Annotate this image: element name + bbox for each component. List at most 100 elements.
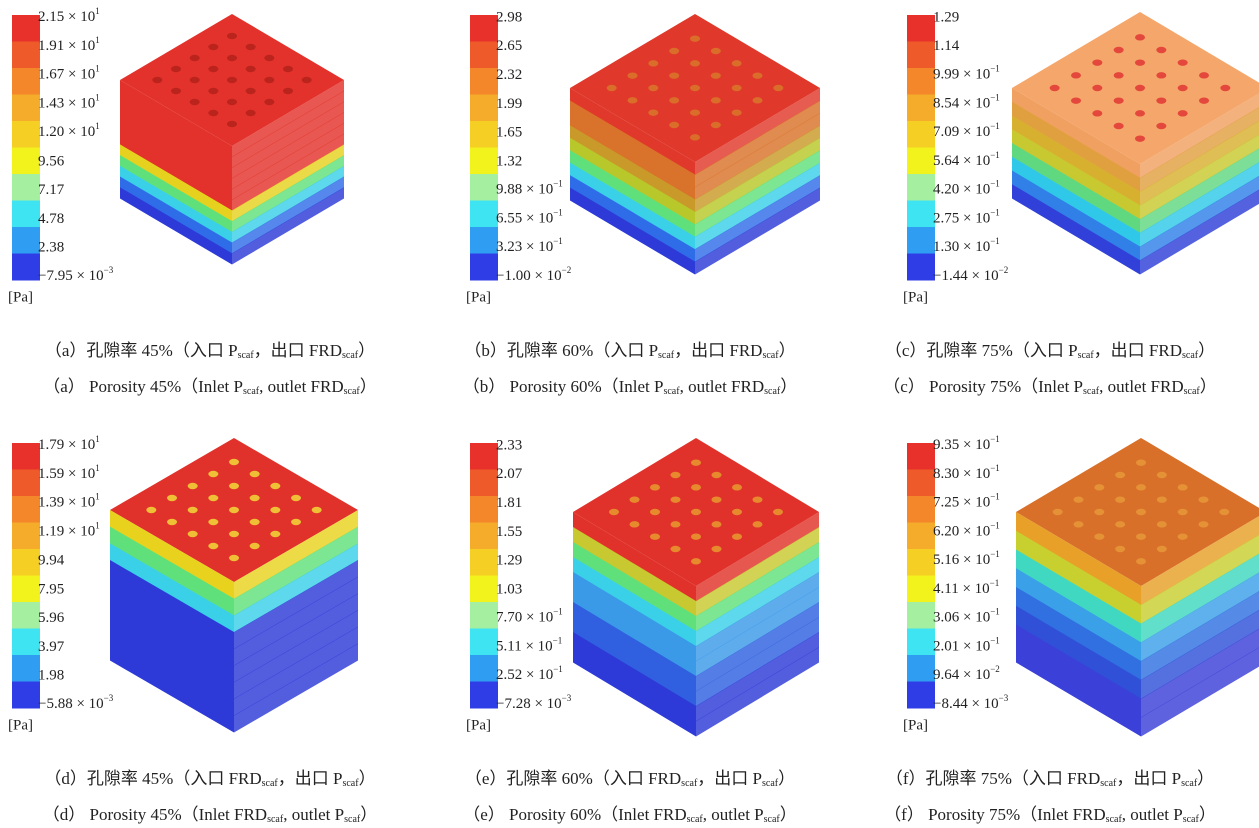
pore: [711, 496, 722, 503]
label-exponent: −1: [990, 64, 1000, 74]
legend-label: 8.30 × 10−1: [933, 463, 1000, 482]
cube-right-band: [695, 175, 820, 263]
cube-left-band: [1012, 143, 1140, 234]
caption-part: （d）孔隙率 45%（入口 FRD: [44, 769, 261, 788]
legend-swatch: [907, 94, 935, 122]
cube-left-band: [120, 133, 232, 211]
pore: [311, 506, 322, 514]
pore: [710, 72, 721, 79]
caption: （e）孔隙率 60%（入口 FRDscaf，出口 Pscaf）: [465, 769, 795, 789]
pore: [208, 494, 219, 502]
pore: [732, 508, 742, 516]
pore: [187, 506, 198, 514]
legend-swatch: [12, 253, 40, 281]
cube-left-band: [1012, 101, 1140, 192]
pore: [1177, 110, 1188, 117]
pore: [691, 484, 701, 491]
label-exponent: −1: [990, 92, 1000, 102]
legend-swatch: [470, 443, 498, 470]
legend-swatch: [907, 174, 935, 201]
pore: [1115, 496, 1126, 503]
cube-left-band: [120, 165, 232, 244]
legend-label: 1.79 × 101: [38, 434, 100, 453]
legend-label: 2.52 × 10−1: [496, 664, 563, 683]
legend-swatch: [907, 253, 935, 281]
pore: [710, 97, 721, 104]
legend-swatch: [12, 147, 40, 175]
caption-part: , outlet P: [283, 805, 344, 824]
pore: [1135, 135, 1145, 142]
label-exponent: 1: [95, 492, 100, 502]
pore: [1156, 496, 1167, 503]
cube-left-band: [120, 122, 232, 201]
pore: [691, 533, 701, 540]
legend-label: 9.35 × 10−1: [933, 434, 1000, 453]
label-base: 1.43 × 10: [38, 96, 95, 112]
label-base: −1.44 × 10: [933, 268, 999, 284]
caption-part: , outlet P: [1122, 805, 1183, 824]
caption: （f） Porosity 75%（Inlet FRD scaf, outlet P…: [884, 805, 1216, 825]
cube-right-band: [232, 80, 344, 158]
legend-label: 7.17: [38, 182, 65, 198]
legend-swatch: [12, 41, 40, 69]
label-base: 1.67 × 10: [38, 67, 95, 83]
cube-right-band: [1140, 107, 1259, 192]
legend-label: −1.44 × 10−2: [933, 265, 1008, 284]
legend-swatch: [12, 522, 40, 550]
pore: [1113, 97, 1124, 104]
cube-right-band: [695, 187, 820, 275]
cube-left-band: [1016, 568, 1141, 662]
subscript: scaf: [1183, 814, 1200, 825]
pore: [1113, 46, 1124, 54]
legend-label: −1.00 × 10−2: [496, 265, 571, 284]
caption-part: （c） Porosity 75%（Inlet P: [883, 377, 1083, 396]
caption-part: , outlet FRD: [259, 377, 344, 396]
pore: [1113, 122, 1124, 130]
cube-right-band: [696, 527, 819, 617]
subscript: scaf: [764, 386, 781, 397]
label-exponent: −1: [553, 179, 563, 189]
label-base: 1.91 × 10: [38, 38, 95, 54]
pore: [301, 76, 312, 84]
pore: [270, 506, 281, 514]
caption-part: （d） Porosity 45%（Inlet FRD: [43, 805, 267, 824]
legend-swatch: [470, 68, 498, 95]
pore: [1156, 72, 1167, 79]
legend-swatch: [12, 68, 40, 95]
cube-left-band: [570, 175, 695, 263]
legend-label: 1.67 × 101: [38, 64, 100, 83]
caption: （a）孔隙率 45%（入口 Pscaf，出口 FRDscaf）: [45, 341, 375, 361]
unit: [Pa]: [903, 717, 928, 733]
label-base: 9.35 × 10: [933, 437, 990, 453]
legend-swatch: [12, 549, 40, 576]
pore: [650, 484, 660, 491]
label-base: 6.20 × 10: [933, 524, 990, 540]
caption-part: （f） Porosity 75%（Inlet FRD: [884, 805, 1105, 824]
label-exponent: 1: [95, 6, 100, 16]
cube-left-band: [570, 112, 695, 200]
caption-part: ）: [358, 341, 375, 360]
caption-part: ，出口 FRD: [674, 341, 762, 360]
pore: [1094, 484, 1105, 491]
pore: [1156, 521, 1167, 528]
pore: [1156, 122, 1167, 130]
legend-swatch: [907, 15, 935, 42]
cube-right-band: [1141, 609, 1259, 699]
label-exponent: −1: [990, 121, 1000, 131]
legend-label: 2.98: [496, 9, 522, 25]
pore: [208, 43, 219, 51]
panel: 1.291.149.99 × 10−18.54 × 10−17.09 × 10−…: [883, 9, 1259, 397]
cube-left-band: [1012, 88, 1140, 179]
label-exponent: −1: [990, 578, 1000, 588]
cube-left-band: [570, 88, 695, 175]
legend-swatch: [470, 549, 498, 576]
subscript: scaf: [762, 350, 779, 361]
pore: [731, 60, 742, 67]
legend-label: 1.59 × 101: [38, 463, 100, 482]
pore: [711, 471, 722, 479]
pore: [245, 43, 256, 51]
pore: [691, 558, 701, 565]
pore: [229, 506, 239, 514]
caption-part: （a） Porosity 45%（Inlet P: [43, 377, 243, 396]
